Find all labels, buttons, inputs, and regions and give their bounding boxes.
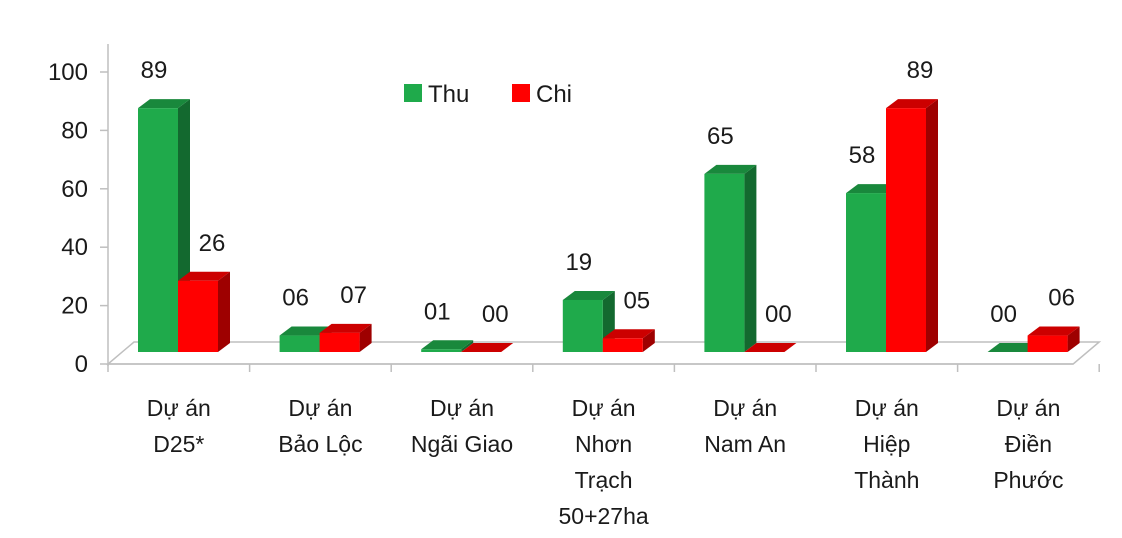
category-label-line: Nam An [704,431,786,457]
data-label: 89 [141,57,168,84]
bar-side [744,164,757,352]
y-tick-label: 40 [61,234,88,261]
category-label-line: Dự án [147,395,211,421]
data-label: 89 [907,57,934,84]
data-label: 00 [765,301,792,328]
category-label-line: Dự án [572,395,636,421]
category-label-line: Dự án [430,395,494,421]
bar-thu-6 [987,343,1040,352]
category-label-line: Hiệp [863,431,910,457]
category-label: Dự án Hiệp Thành [854,395,919,493]
category-label-line: 50+27ha [559,503,649,529]
bar-thu-2 [421,340,474,352]
bar-front [279,335,320,352]
x-axis [107,363,1100,372]
category-label-line: Dự án [288,395,352,421]
category-label: Dự án Ngãi Giao [411,395,513,457]
data-label: 06 [1048,285,1075,312]
y-axis: 0 20 40 60 80 100 [48,44,109,378]
bar-front [562,299,603,352]
bar-chi-3 [602,329,655,352]
category-label: Dự án Nam An [704,395,786,457]
bar-front [1027,335,1068,352]
category-label: Dự án Nhơn Trạch 50+27ha [559,395,649,529]
data-label: 00 [990,301,1017,328]
category-label-line: Dự án [855,395,919,421]
category-label-line: Thành [854,467,919,493]
y-tick-label: 60 [61,176,88,203]
data-label: 07 [340,282,367,309]
category-label-line: Nhơn [575,431,632,457]
bar-front [138,108,178,352]
category-label-line: Dự án [996,395,1060,421]
data-label: 26 [199,230,226,257]
data-label: 00 [482,301,509,328]
bar-top [178,271,230,281]
bar-side [642,329,655,352]
category-label-line: Phước [993,467,1063,493]
bar-side [926,99,938,352]
data-label: 58 [849,142,876,169]
category-label: Dự án Điền Phước [993,395,1063,493]
data-label: 06 [282,285,309,312]
legend-swatch-chi [512,84,530,102]
bar-top [886,99,938,109]
bar-chi-4 [744,343,797,352]
bar-top [1027,326,1080,336]
bar-front [704,173,745,352]
y-tick-label: 80 [61,117,88,144]
bar-thu-3 [562,290,615,352]
bar-top [846,184,898,194]
category-label: Dự án Bảo Lộc [278,395,362,457]
data-label: 01 [424,298,451,325]
data-label: 19 [565,249,592,276]
bar-front [178,280,218,352]
bar-chi-6 [1027,326,1080,352]
bar-side [218,271,230,352]
bar-top [319,323,372,333]
y-tick-label: 100 [48,59,88,86]
bar-top [562,290,615,300]
bar-side [1067,326,1080,352]
data-label: 65 [707,123,734,150]
category-label-line: Trạch [575,467,633,493]
bar-top [279,326,332,336]
bar-chi-5 [886,99,938,352]
bar-front [886,108,926,352]
category-label-line: Bảo Lộc [278,431,362,457]
bar-thu-4 [704,164,757,352]
legend: Thu Chi [404,81,572,108]
bar-top [138,99,190,109]
data-labels: 89 26 06 07 01 00 19 05 65 00 58 89 00 06 [141,57,1075,328]
data-label: 05 [623,287,650,314]
category-label-line: Điền [1005,431,1052,457]
y-tick-label: 20 [61,293,88,320]
legend-label-chi: Chi [536,81,572,108]
bars [138,99,1080,352]
bar-front [602,338,643,352]
bar-side [461,340,474,352]
bar-top [602,329,655,339]
bar-top [744,343,797,352]
category-label-line: Dự án [713,395,777,421]
bar-top [461,343,514,352]
bar-chi-1 [319,323,372,352]
bar-top [987,343,1040,352]
bar-top [421,340,474,350]
bar-chi-2 [461,343,514,352]
bar-side [359,323,372,352]
legend-swatch-thu [404,84,422,102]
bar-top [704,164,757,174]
bar-chi-0 [178,271,230,352]
bar-front [421,349,462,352]
category-label-line: D25* [153,431,204,457]
bar-front [846,193,886,352]
legend-label-thu: Thu [428,81,469,108]
category-label: Dự án D25* [147,395,211,457]
bar-front [319,332,360,352]
category-label-line: Ngãi Giao [411,431,513,457]
y-tick-label: 0 [75,351,88,378]
